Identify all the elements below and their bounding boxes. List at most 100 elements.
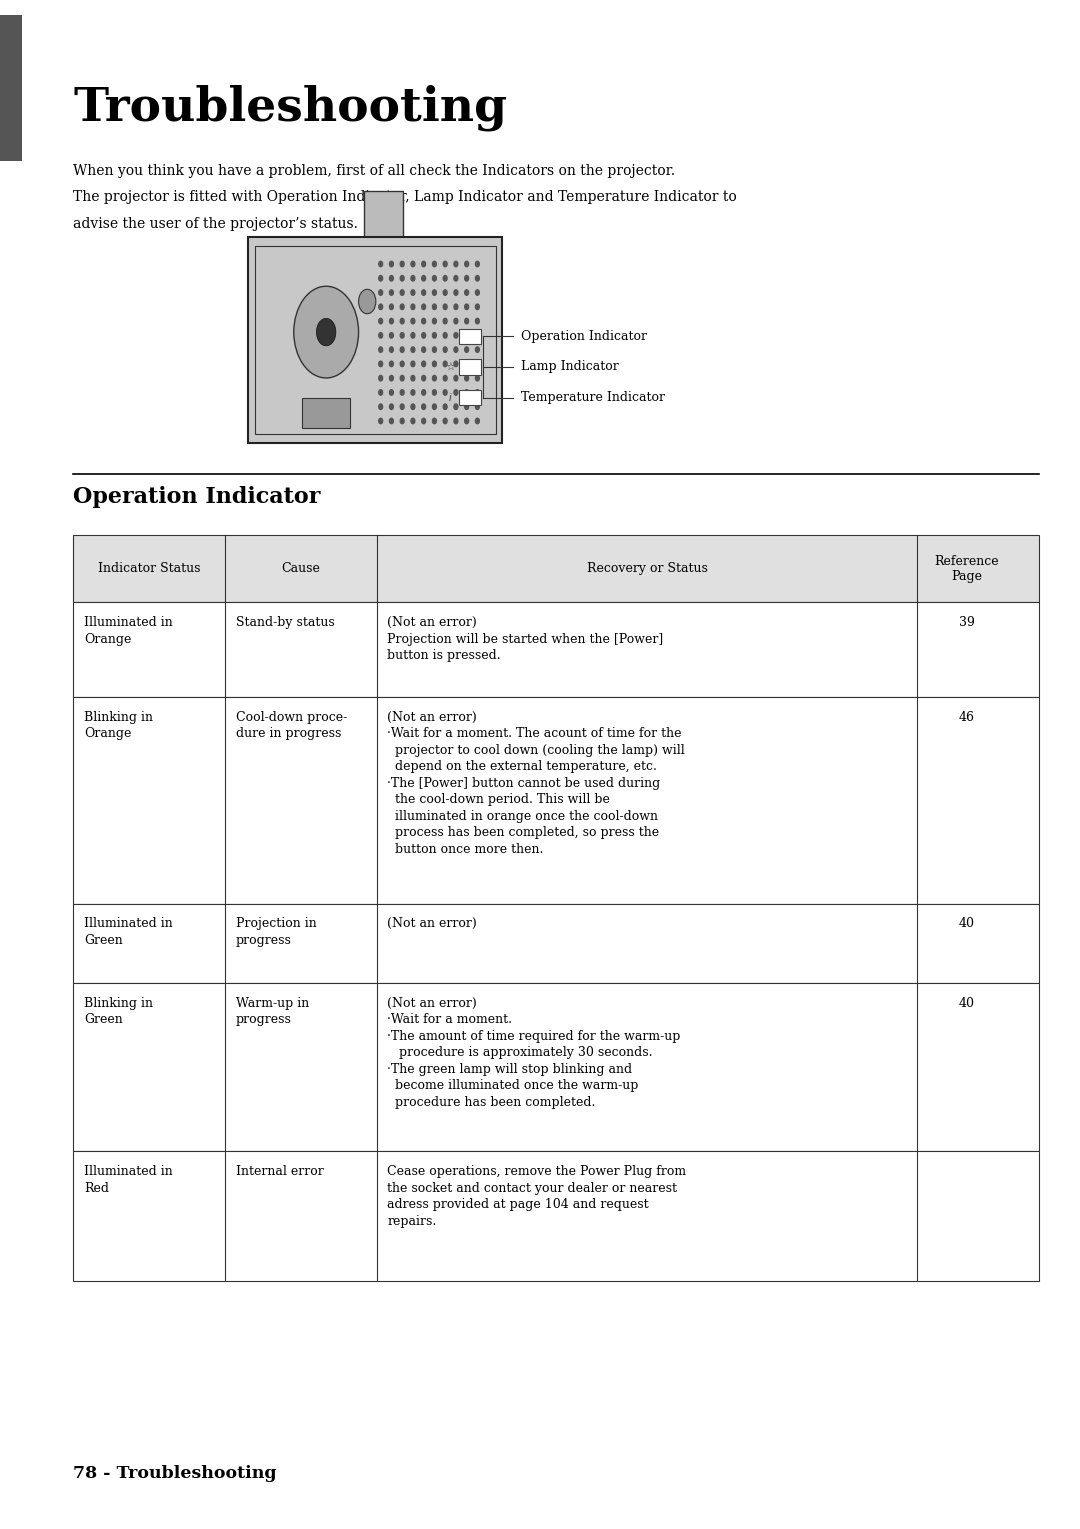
Circle shape bbox=[401, 419, 404, 424]
Circle shape bbox=[401, 261, 404, 266]
Circle shape bbox=[432, 291, 436, 295]
Bar bbox=[459, 329, 481, 344]
Text: (Not an error): (Not an error) bbox=[388, 917, 477, 931]
Circle shape bbox=[411, 304, 415, 309]
Circle shape bbox=[379, 361, 382, 367]
Circle shape bbox=[475, 275, 480, 281]
Bar bbox=[0, 15, 22, 161]
Text: Blinking in
Orange: Blinking in Orange bbox=[84, 711, 153, 740]
Circle shape bbox=[390, 333, 393, 338]
Bar bbox=[459, 390, 481, 405]
Text: Projection in
progress: Projection in progress bbox=[235, 917, 316, 946]
Circle shape bbox=[379, 261, 382, 266]
Text: Recovery or Status: Recovery or Status bbox=[586, 563, 707, 575]
Circle shape bbox=[454, 376, 458, 381]
Circle shape bbox=[390, 376, 393, 381]
Circle shape bbox=[379, 419, 382, 424]
Bar bbox=[73, 602, 1039, 697]
Circle shape bbox=[454, 333, 458, 338]
Circle shape bbox=[454, 291, 458, 295]
Circle shape bbox=[443, 304, 447, 309]
Bar bbox=[364, 191, 403, 237]
Text: Internal error: Internal error bbox=[235, 1165, 324, 1179]
Circle shape bbox=[421, 304, 426, 309]
Text: Lamp Indicator: Lamp Indicator bbox=[521, 361, 619, 373]
Circle shape bbox=[454, 304, 458, 309]
Text: Illuminated in
Red: Illuminated in Red bbox=[84, 1165, 173, 1194]
Circle shape bbox=[443, 404, 447, 410]
Circle shape bbox=[379, 333, 382, 338]
Bar bbox=[73, 983, 1039, 1151]
Text: Cool-down proce-
dure in progress: Cool-down proce- dure in progress bbox=[235, 711, 347, 740]
Circle shape bbox=[475, 404, 480, 410]
Circle shape bbox=[411, 275, 415, 281]
Circle shape bbox=[421, 419, 426, 424]
Circle shape bbox=[454, 347, 458, 352]
Circle shape bbox=[421, 361, 426, 367]
Circle shape bbox=[464, 318, 469, 324]
Text: Operation Indicator: Operation Indicator bbox=[73, 486, 321, 508]
Text: 40: 40 bbox=[959, 997, 975, 1011]
Circle shape bbox=[411, 390, 415, 394]
Text: i: i bbox=[449, 393, 451, 402]
Circle shape bbox=[475, 390, 480, 394]
Circle shape bbox=[464, 361, 469, 367]
Bar bbox=[73, 904, 1039, 983]
Circle shape bbox=[454, 404, 458, 410]
Circle shape bbox=[379, 376, 382, 381]
Circle shape bbox=[411, 361, 415, 367]
Circle shape bbox=[421, 261, 426, 266]
Circle shape bbox=[390, 261, 393, 266]
Circle shape bbox=[432, 376, 436, 381]
Circle shape bbox=[379, 390, 382, 394]
Circle shape bbox=[475, 376, 480, 381]
Text: advise the user of the projector’s status.: advise the user of the projector’s statu… bbox=[73, 217, 359, 231]
Text: 40: 40 bbox=[959, 917, 975, 931]
Circle shape bbox=[475, 318, 480, 324]
Circle shape bbox=[379, 404, 382, 410]
Circle shape bbox=[401, 291, 404, 295]
Circle shape bbox=[401, 333, 404, 338]
Circle shape bbox=[401, 275, 404, 281]
Circle shape bbox=[390, 347, 393, 352]
Circle shape bbox=[464, 347, 469, 352]
Circle shape bbox=[454, 261, 458, 266]
Text: (Not an error)
Projection will be started when the [Power]
button is pressed.: (Not an error) Projection will be starte… bbox=[388, 616, 664, 662]
Bar bbox=[73, 1151, 1039, 1281]
Text: The projector is fitted with Operation Indicator, Lamp Indicator and Temperature: The projector is fitted with Operation I… bbox=[73, 190, 738, 205]
Bar bbox=[73, 697, 1039, 904]
Circle shape bbox=[464, 261, 469, 266]
Circle shape bbox=[421, 376, 426, 381]
Circle shape bbox=[432, 347, 436, 352]
Circle shape bbox=[401, 376, 404, 381]
Circle shape bbox=[401, 318, 404, 324]
Circle shape bbox=[464, 333, 469, 338]
Circle shape bbox=[443, 333, 447, 338]
Text: Reference
Page: Reference Page bbox=[934, 555, 999, 583]
Text: Illuminated in
Orange: Illuminated in Orange bbox=[84, 616, 173, 645]
Circle shape bbox=[411, 376, 415, 381]
Circle shape bbox=[411, 261, 415, 266]
Circle shape bbox=[359, 289, 376, 313]
Text: 46: 46 bbox=[959, 711, 975, 725]
Circle shape bbox=[411, 333, 415, 338]
Circle shape bbox=[401, 347, 404, 352]
Text: (Not an error)
·Wait for a moment. The acount of time for the
  projector to coo: (Not an error) ·Wait for a moment. The a… bbox=[388, 711, 685, 856]
Circle shape bbox=[421, 318, 426, 324]
Text: Troubleshooting: Troubleshooting bbox=[73, 84, 508, 130]
Text: Temperature Indicator: Temperature Indicator bbox=[521, 391, 664, 404]
Circle shape bbox=[432, 304, 436, 309]
Circle shape bbox=[475, 261, 480, 266]
Circle shape bbox=[464, 390, 469, 394]
Circle shape bbox=[432, 404, 436, 410]
Circle shape bbox=[401, 361, 404, 367]
Circle shape bbox=[401, 390, 404, 394]
Text: Operation Indicator: Operation Indicator bbox=[521, 330, 647, 342]
Circle shape bbox=[390, 275, 393, 281]
Circle shape bbox=[411, 291, 415, 295]
Circle shape bbox=[443, 318, 447, 324]
Text: (Not an error)
·Wait for a moment.
·The amount of time required for the warm-up
: (Not an error) ·Wait for a moment. ·The … bbox=[388, 997, 680, 1109]
Circle shape bbox=[454, 419, 458, 424]
Circle shape bbox=[432, 419, 436, 424]
Circle shape bbox=[475, 333, 480, 338]
